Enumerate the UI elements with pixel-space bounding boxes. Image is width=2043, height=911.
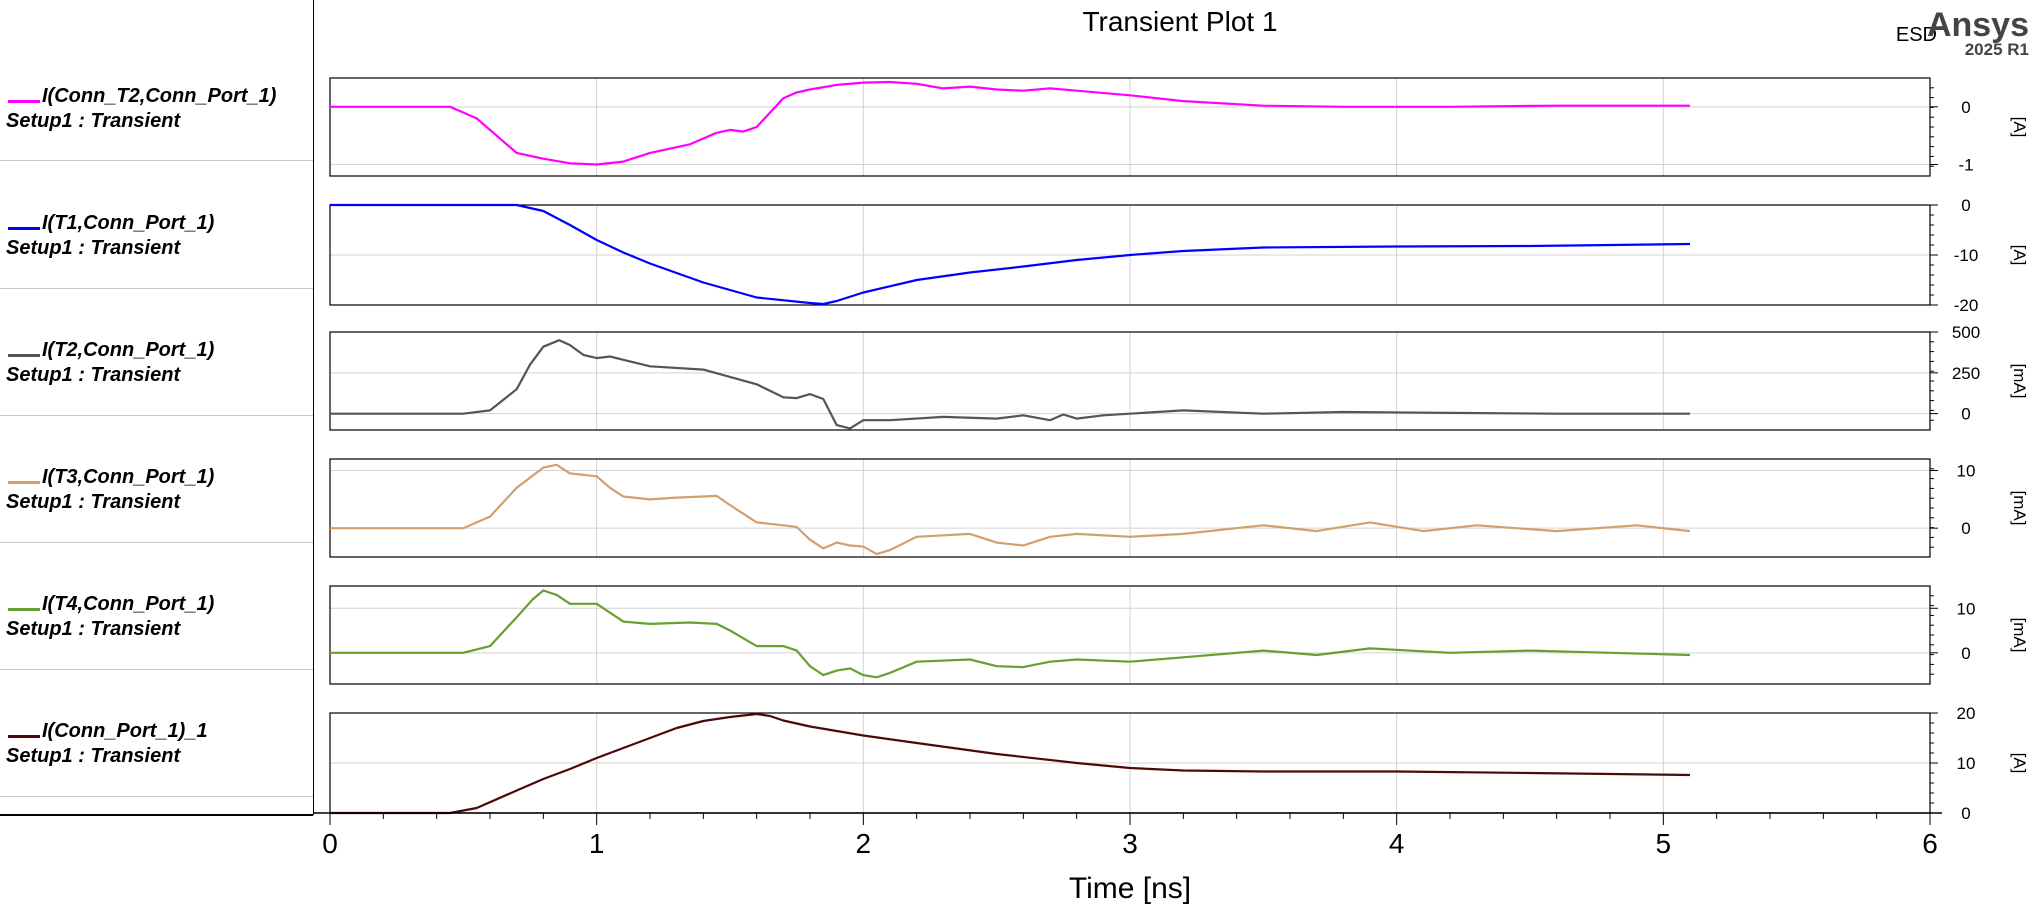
y-tick-label: 10	[1957, 599, 1976, 618]
y-axis-unit: [mA]	[2010, 364, 2029, 399]
y-axis-unit: [mA]	[2010, 491, 2029, 526]
series-line[interactable]	[330, 339, 1690, 430]
series-line[interactable]	[330, 80, 1690, 166]
x-tick-label: 3	[1122, 828, 1138, 859]
brand-name: Ansys	[1926, 6, 2029, 44]
legend-series-name: I(Conn_T2,Conn_Port_1)	[42, 85, 277, 107]
legend-separator	[0, 415, 313, 416]
panel-frame	[329, 458, 1931, 558]
legend-swatch	[8, 608, 40, 611]
legend-panel: I(Conn_T2,Conn_Port_1) Setup1 : Transient…	[0, 0, 314, 815]
y-tick-label: 0	[1961, 405, 1970, 424]
y-axis-unit: [A]	[2010, 753, 2029, 774]
legend-separator	[0, 542, 313, 543]
legend-setup-label: Setup1 : Transient	[6, 110, 181, 132]
legend-swatch	[8, 481, 40, 484]
plot-title: Transient Plot 1	[1082, 6, 1278, 37]
series-line[interactable]	[330, 712, 1691, 815]
series-line[interactable]	[330, 203, 1691, 306]
y-tick-label: 0	[1961, 196, 1970, 215]
y-tick-label: 0	[1961, 804, 1970, 823]
series-line[interactable]	[330, 589, 1691, 679]
legend-swatch	[8, 735, 40, 738]
legend-separator	[0, 669, 313, 670]
legend-separator	[0, 288, 313, 289]
legend-series-name: I(T4,Conn_Port_1)	[42, 593, 215, 615]
y-tick-label: 0	[1961, 644, 1970, 663]
brand-version: 2025 R1	[1964, 40, 2029, 59]
brand-tag: ESD	[1895, 24, 1937, 46]
legend-setup-label: Setup1 : Transient	[6, 491, 181, 513]
legend-setup-label: Setup1 : Transient	[6, 364, 181, 386]
y-tick-label: -20	[1954, 296, 1979, 315]
x-tick-label: 4	[1389, 828, 1405, 859]
y-tick-label: 20	[1957, 704, 1976, 723]
x-tick-label: 2	[856, 828, 872, 859]
y-tick-label: -10	[1954, 246, 1979, 265]
legend-setup-label: Setup1 : Transient	[6, 618, 181, 640]
legend-series-name: I(T2,Conn_Port_1)	[42, 339, 215, 361]
y-axis-unit: [A]	[2010, 245, 2029, 266]
legend-bottom-border	[0, 814, 313, 816]
legend-swatch	[8, 354, 40, 357]
y-axis-unit: [A]	[2010, 117, 2029, 138]
y-tick-label: 10	[1957, 754, 1976, 773]
x-tick-label: 5	[1656, 828, 1672, 859]
x-tick-label: 1	[589, 828, 605, 859]
brand-logo: Ansys 2025 R1	[1927, 8, 2029, 58]
y-axis-unit: [mA]	[2010, 618, 2029, 653]
legend-separator	[0, 796, 313, 797]
x-tick-label: 0	[322, 828, 338, 859]
legend-swatch	[8, 227, 40, 230]
series-line[interactable]	[330, 463, 1691, 556]
x-tick-label: 6	[1922, 828, 1938, 859]
legend-swatch	[8, 100, 40, 103]
legend-separator	[0, 160, 313, 161]
y-tick-label: 0	[1961, 98, 1970, 117]
y-tick-label: 500	[1952, 323, 1980, 342]
legend-setup-label: Setup1 : Transient	[6, 237, 181, 259]
x-axis-label: Time [ns]	[1068, 872, 1192, 905]
panel-frame	[329, 77, 1931, 177]
legend-series-name: I(T1,Conn_Port_1)	[42, 212, 215, 234]
panel-frame	[329, 204, 1931, 306]
y-tick-label: 250	[1952, 364, 1980, 383]
y-tick-label: -1	[1958, 155, 1973, 174]
y-tick-label: 0	[1961, 519, 1970, 538]
panel-frame	[329, 585, 1931, 685]
legend-series-name: I(T3,Conn_Port_1)	[42, 466, 215, 488]
panel-frame	[329, 331, 1931, 431]
legend-series-name: I(Conn_Port_1)_1	[42, 720, 208, 742]
y-tick-label: 10	[1957, 462, 1976, 481]
legend-setup-label: Setup1 : Transient	[6, 745, 181, 767]
